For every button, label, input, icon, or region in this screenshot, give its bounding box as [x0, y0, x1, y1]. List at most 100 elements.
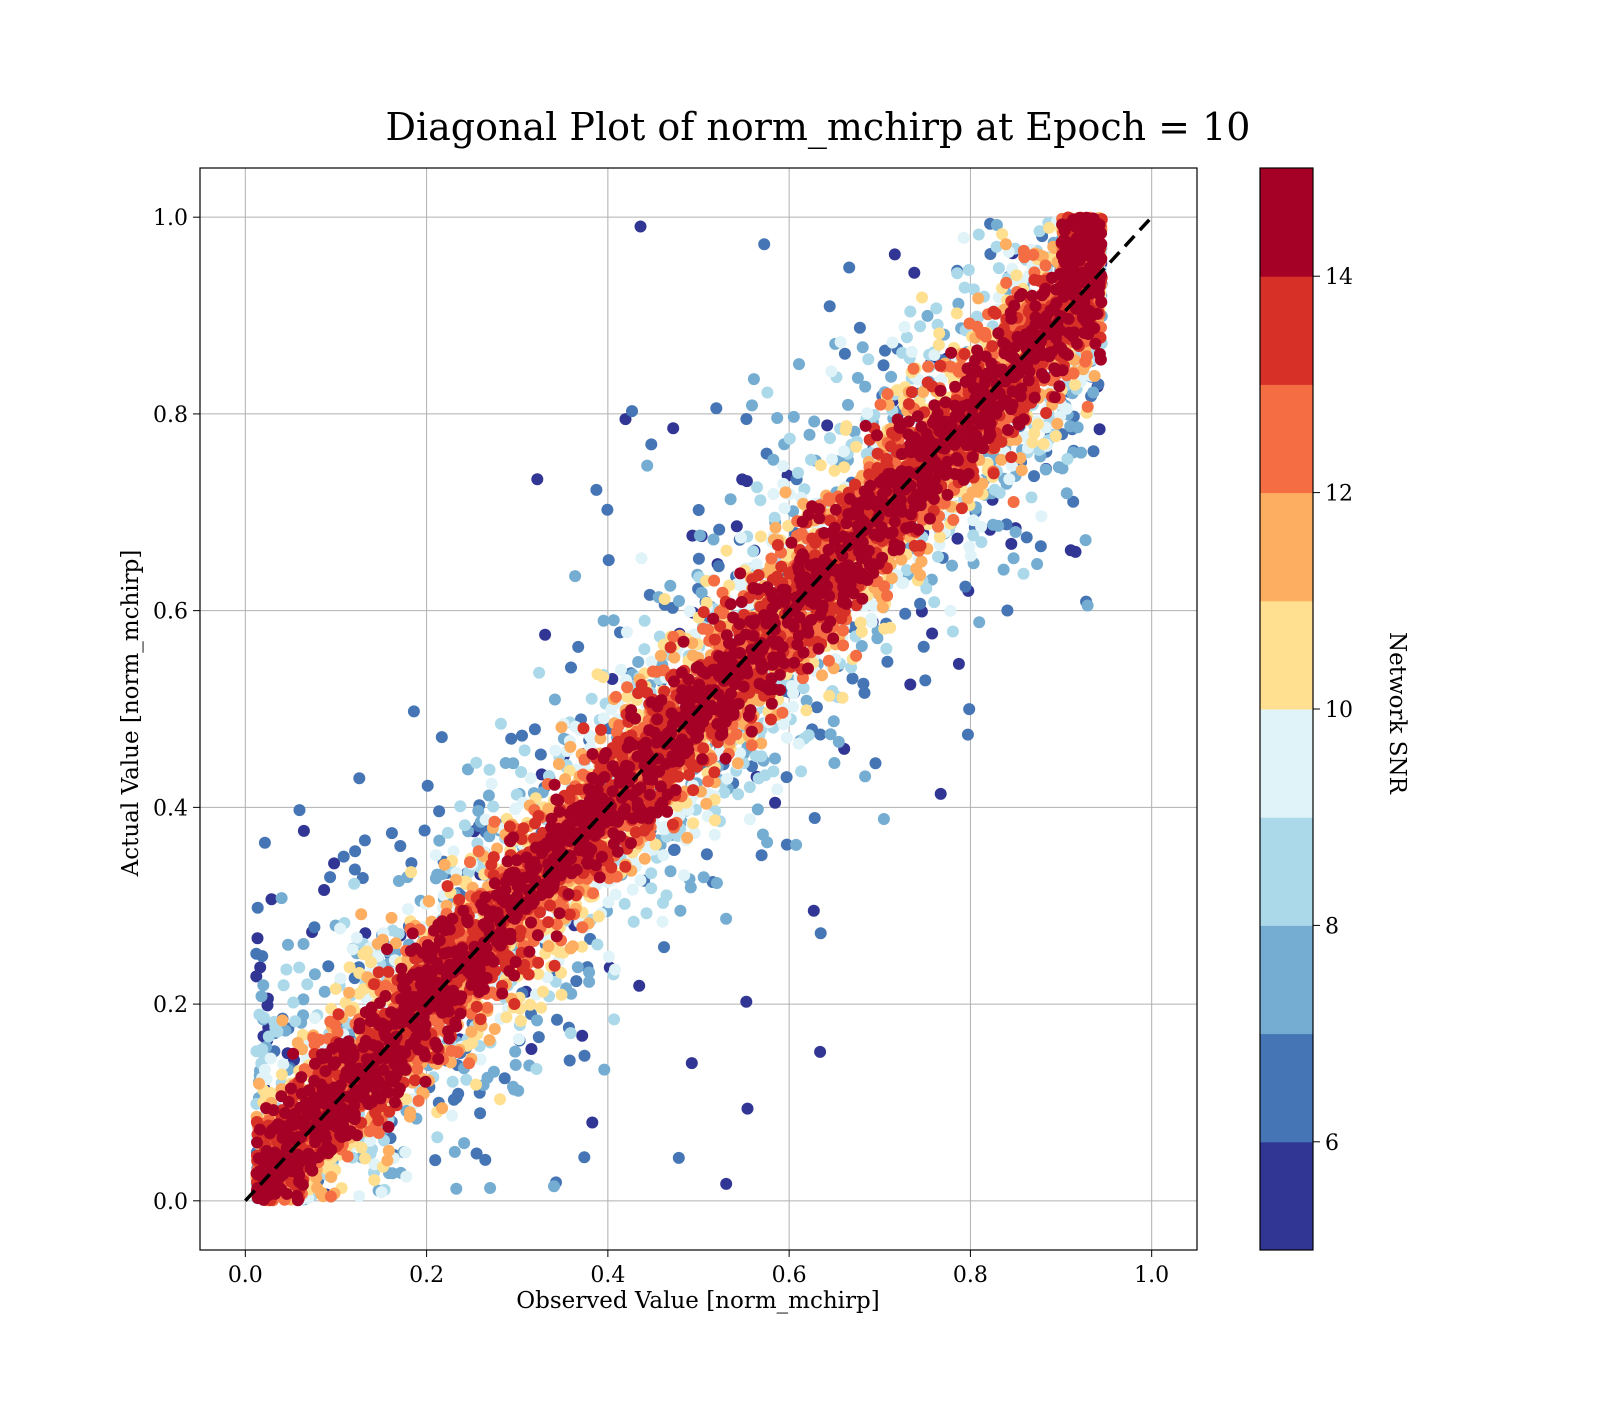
scatter-point: [761, 836, 773, 848]
scatter-point: [784, 433, 796, 445]
scatter-point: [564, 741, 576, 753]
scatter-point: [744, 813, 756, 825]
scatter-point: [721, 773, 733, 785]
scatter-point: [897, 577, 909, 589]
scatter-point: [914, 569, 926, 581]
scatter-point: [645, 867, 657, 879]
scatter-point: [838, 445, 850, 457]
scatter-point: [815, 459, 827, 471]
scatter-point: [993, 262, 1005, 274]
scatter-point: [252, 932, 264, 944]
scatter-point: [565, 1027, 577, 1039]
scatter-point: [572, 961, 584, 973]
scatter-point: [495, 718, 507, 730]
scatter-point: [792, 467, 804, 479]
scatter-point: [895, 554, 907, 566]
scatter-point: [740, 413, 752, 425]
scatter-point: [489, 1023, 501, 1035]
scatter-point: [751, 481, 763, 493]
scatter-point: [865, 613, 877, 625]
scatter-point: [359, 834, 371, 846]
scatter-point: [1011, 269, 1023, 281]
scatter-point: [825, 365, 837, 377]
scatter-point: [922, 361, 934, 373]
scatter-point: [926, 628, 938, 640]
scatter-point: [253, 1009, 265, 1021]
scatter-point: [767, 454, 779, 466]
scatter-point: [309, 968, 321, 980]
scatter-point: [1064, 420, 1076, 432]
scatter-point: [889, 248, 901, 260]
scatter-point: [958, 232, 970, 244]
scatter-point: [1094, 423, 1106, 435]
scatter-point: [459, 819, 471, 831]
scatter-point: [1016, 464, 1028, 476]
scatter-point: [754, 494, 766, 506]
scatter-point: [298, 825, 310, 837]
scatter-point: [430, 849, 442, 861]
scatter-point: [458, 1137, 470, 1149]
scatter-point: [593, 911, 605, 923]
scatter-point: [256, 990, 268, 1002]
scatter-point: [1000, 238, 1012, 250]
scatter-point: [266, 893, 278, 905]
scatter-point: [334, 923, 346, 935]
scatter-point: [505, 733, 517, 745]
scatter-point: [289, 1015, 301, 1027]
scatter-point: [405, 866, 417, 878]
scatter-point: [770, 522, 782, 534]
scatter-point: [359, 1153, 371, 1165]
scatter-point: [687, 817, 699, 829]
scatter-point: [839, 348, 851, 360]
scatter-point: [601, 504, 613, 516]
chart-title: Diagonal Plot of norm_mchirp at Epoch = …: [386, 105, 1251, 150]
scatter-point: [916, 556, 928, 568]
scatter-point: [919, 674, 931, 686]
scatter-point: [885, 371, 897, 383]
scatter-point: [899, 321, 911, 333]
scatter-point: [610, 691, 622, 703]
scatter-point: [376, 1186, 388, 1198]
scatter-point: [609, 964, 621, 976]
scatter-point: [564, 1055, 576, 1067]
scatter-point: [698, 871, 710, 883]
scatter-point: [324, 871, 336, 883]
scatter-point: [933, 327, 945, 339]
scatter-point: [732, 788, 744, 800]
scatter-point: [1080, 534, 1092, 546]
scatter-point: [746, 399, 758, 411]
scatter-point: [928, 596, 940, 608]
scatter-point: [973, 229, 985, 241]
scatter-point: [667, 422, 679, 434]
scatter-point: [343, 987, 355, 999]
scatter-point: [549, 694, 561, 706]
scatter-point: [767, 765, 779, 777]
scatter-point: [959, 581, 971, 593]
scatter-point: [519, 744, 531, 756]
scatter-point: [744, 781, 756, 793]
scatter-point: [1021, 531, 1033, 543]
scatter-point: [361, 945, 373, 957]
scatter-point: [918, 641, 930, 653]
scatter-point: [861, 407, 873, 419]
scatter-point: [880, 643, 892, 655]
scatter-point: [857, 678, 869, 690]
scatter-point: [1003, 473, 1015, 485]
scatter-point: [842, 399, 854, 411]
scatter-point: [400, 1171, 412, 1183]
scatter-point: [952, 533, 964, 545]
scatter-point: [483, 790, 495, 802]
scatter-point: [916, 292, 928, 304]
scatter-point: [276, 892, 288, 904]
scatter-point: [664, 580, 676, 592]
scatter-point: [720, 913, 732, 925]
scatter-point: [621, 626, 633, 638]
scatter-point: [944, 605, 956, 617]
scatter-point: [658, 941, 670, 953]
scatter-point: [711, 877, 723, 889]
scatter-point: [811, 701, 823, 713]
scatter-point: [433, 805, 445, 817]
scatter-point: [1088, 445, 1100, 457]
scatter-point: [253, 1078, 265, 1090]
scatter-point: [878, 359, 890, 371]
